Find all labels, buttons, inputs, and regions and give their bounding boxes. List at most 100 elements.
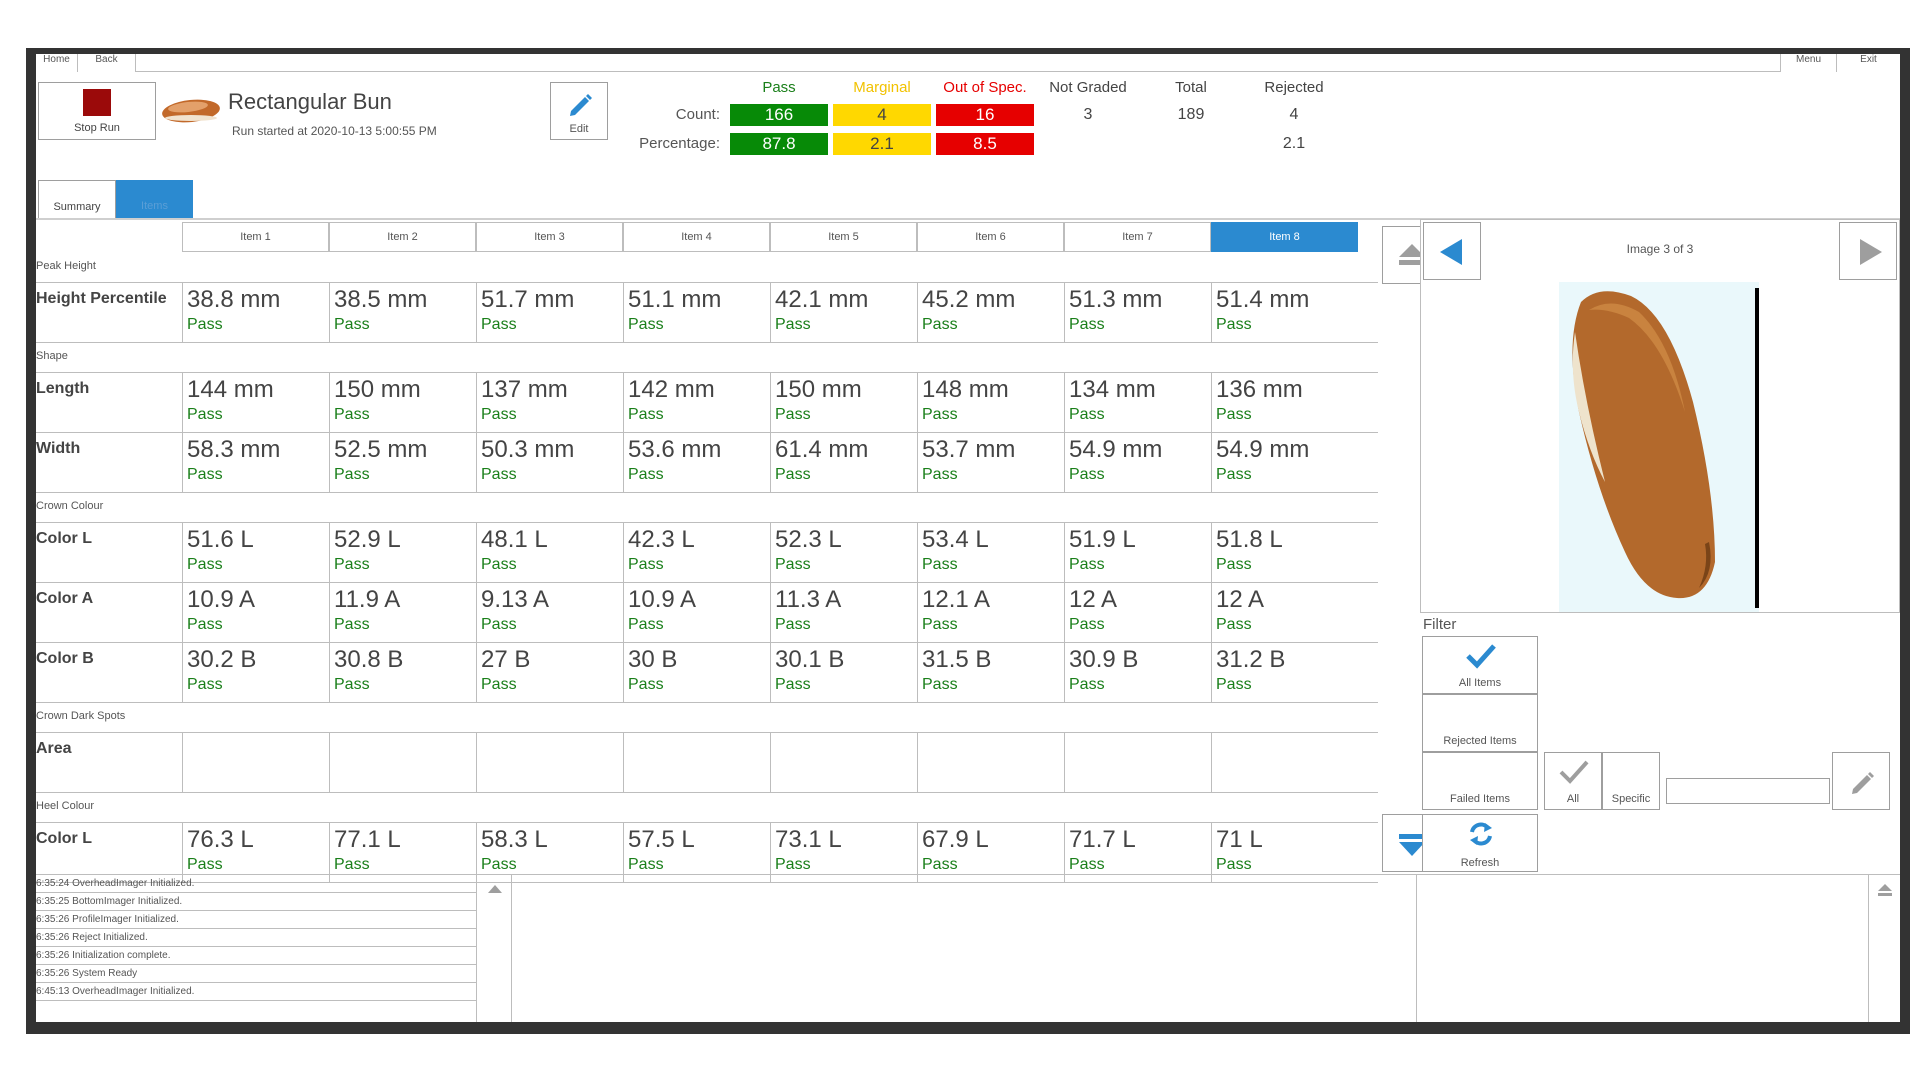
table-cell[interactable]: 30 B Pass [623, 642, 770, 702]
column-header-item-7[interactable]: Item 7 [1064, 222, 1211, 252]
table-cell[interactable]: 67.9 L Pass [917, 822, 1064, 882]
table-cell[interactable]: 142 mm Pass [623, 372, 770, 432]
table-cell[interactable]: 51.9 L Pass [1064, 522, 1211, 582]
table-cell[interactable]: 76.3 L Pass [182, 822, 329, 882]
tab-summary[interactable]: Summary [38, 180, 116, 218]
next-image-button[interactable] [1839, 222, 1897, 280]
table-cell[interactable]: 30.8 B Pass [329, 642, 476, 702]
log-scrollbar[interactable] [476, 874, 512, 1022]
table-cell[interactable]: 38.5 mm Pass [329, 282, 476, 342]
all-items-filter-button[interactable]: All Items [1422, 636, 1538, 694]
table-cell[interactable]: 52.9 L Pass [329, 522, 476, 582]
table-cell[interactable]: 137 mm Pass [476, 372, 623, 432]
table-cell[interactable]: 136 mm Pass [1211, 372, 1358, 432]
row-divider [36, 432, 1378, 433]
table-cell[interactable] [623, 732, 770, 792]
table-cell[interactable]: 52.5 mm Pass [329, 432, 476, 492]
table-cell[interactable] [917, 732, 1064, 792]
table-cell[interactable]: 73.1 L Pass [770, 822, 917, 882]
table-cell[interactable]: 38.8 mm Pass [182, 282, 329, 342]
column-header-item-1[interactable]: Item 1 [182, 222, 329, 252]
table-cell[interactable]: 45.2 mm Pass [917, 282, 1064, 342]
table-cell[interactable] [1211, 732, 1358, 792]
table-cell[interactable]: 150 mm Pass [770, 372, 917, 432]
cell-value: 53.6 mm [628, 436, 722, 463]
table-cell[interactable]: 31.5 B Pass [917, 642, 1064, 702]
table-cell[interactable]: 51.3 mm Pass [1064, 282, 1211, 342]
refresh-button[interactable]: Refresh [1422, 814, 1538, 872]
failed-items-filter-button[interactable]: Failed Items [1422, 752, 1538, 810]
table-cell[interactable]: 51.1 mm Pass [623, 282, 770, 342]
table-cell[interactable]: 54.9 mm Pass [1211, 432, 1358, 492]
table-cell[interactable]: 58.3 L Pass [476, 822, 623, 882]
cell-status: Pass [187, 676, 223, 693]
table-cell[interactable]: 134 mm Pass [1064, 372, 1211, 432]
tab-items[interactable]: Items [116, 180, 193, 218]
specific-filter-button[interactable]: Specific [1602, 752, 1660, 810]
specific-item-input[interactable] [1666, 778, 1830, 804]
table-cell[interactable]: 144 mm Pass [182, 372, 329, 432]
table-cell[interactable]: 148 mm Pass [917, 372, 1064, 432]
previous-image-button[interactable] [1423, 222, 1481, 280]
all-filter-button[interactable]: All [1544, 752, 1602, 810]
edit-filter-button[interactable] [1832, 752, 1890, 810]
table-cell[interactable]: 53.4 L Pass [917, 522, 1064, 582]
menu-button[interactable]: Menu [1780, 54, 1836, 72]
table-cell[interactable]: 51.4 mm Pass [1211, 282, 1358, 342]
table-cell[interactable]: 10.9 A Pass [182, 582, 329, 642]
table-cell[interactable]: 30.1 B Pass [770, 642, 917, 702]
table-cell[interactable]: 12.1 A Pass [917, 582, 1064, 642]
table-cell[interactable]: 77.1 L Pass [329, 822, 476, 882]
column-header-item-2[interactable]: Item 2 [329, 222, 476, 252]
table-cell[interactable]: 51.8 L Pass [1211, 522, 1358, 582]
table-cell[interactable]: 71 L Pass [1211, 822, 1358, 882]
table-cell[interactable]: 12 A Pass [1064, 582, 1211, 642]
row-divider [36, 282, 1378, 283]
table-cell[interactable]: 27 B Pass [476, 642, 623, 702]
table-cell[interactable]: 30.2 B Pass [182, 642, 329, 702]
table-cell[interactable]: 10.9 A Pass [623, 582, 770, 642]
table-cell[interactable]: 50.3 mm Pass [476, 432, 623, 492]
table-cell[interactable]: 42.1 mm Pass [770, 282, 917, 342]
table-cell[interactable] [329, 732, 476, 792]
table-cell[interactable]: 11.9 A Pass [329, 582, 476, 642]
table-cell[interactable] [1064, 732, 1211, 792]
column-header-item-4[interactable]: Item 4 [623, 222, 770, 252]
table-cell[interactable]: 53.7 mm Pass [917, 432, 1064, 492]
table-cell[interactable]: 30.9 B Pass [1064, 642, 1211, 702]
table-cell[interactable]: 12 A Pass [1211, 582, 1358, 642]
table-cell[interactable]: 58.3 mm Pass [182, 432, 329, 492]
edit-button[interactable]: Edit [550, 82, 608, 140]
table-cell[interactable]: 42.3 L Pass [623, 522, 770, 582]
table-cell[interactable]: 54.9 mm Pass [1064, 432, 1211, 492]
back-button[interactable]: Back [78, 54, 136, 72]
stop-run-button[interactable]: Stop Run [38, 82, 156, 140]
table-cell[interactable]: 150 mm Pass [329, 372, 476, 432]
table-cell[interactable]: 52.3 L Pass [770, 522, 917, 582]
top-bar: Home Back Menu Exit [36, 54, 1900, 72]
table-cell[interactable]: 51.7 mm Pass [476, 282, 623, 342]
table-cell[interactable]: 48.1 L Pass [476, 522, 623, 582]
table-cell[interactable]: 9.13 A Pass [476, 582, 623, 642]
table-cell[interactable] [182, 732, 329, 792]
column-header-item-5[interactable]: Item 5 [770, 222, 917, 252]
cell-status: Pass [922, 556, 958, 573]
exit-button[interactable]: Exit [1836, 54, 1900, 72]
column-header-item-3[interactable]: Item 3 [476, 222, 623, 252]
table-cell[interactable]: 71.7 L Pass [1064, 822, 1211, 882]
table-cell[interactable]: 51.6 L Pass [182, 522, 329, 582]
column-header-item-8[interactable]: Item 8 [1211, 222, 1358, 252]
table-cell[interactable]: 31.2 B Pass [1211, 642, 1358, 702]
table-cell[interactable]: 53.6 mm Pass [623, 432, 770, 492]
table-cell[interactable]: 57.5 L Pass [623, 822, 770, 882]
table-cell[interactable]: 11.3 A Pass [770, 582, 917, 642]
right-scrollbar[interactable] [1868, 874, 1900, 1022]
table-cell[interactable] [770, 732, 917, 792]
rejected-items-filter-button[interactable]: Rejected Items [1422, 694, 1538, 752]
column-header-item-6[interactable]: Item 6 [917, 222, 1064, 252]
table-cell[interactable]: 61.4 mm Pass [770, 432, 917, 492]
all-label: All [1566, 793, 1580, 805]
table-cell[interactable] [476, 732, 623, 792]
home-button[interactable]: Home [36, 54, 78, 72]
scroll-up-icon [1878, 884, 1892, 896]
